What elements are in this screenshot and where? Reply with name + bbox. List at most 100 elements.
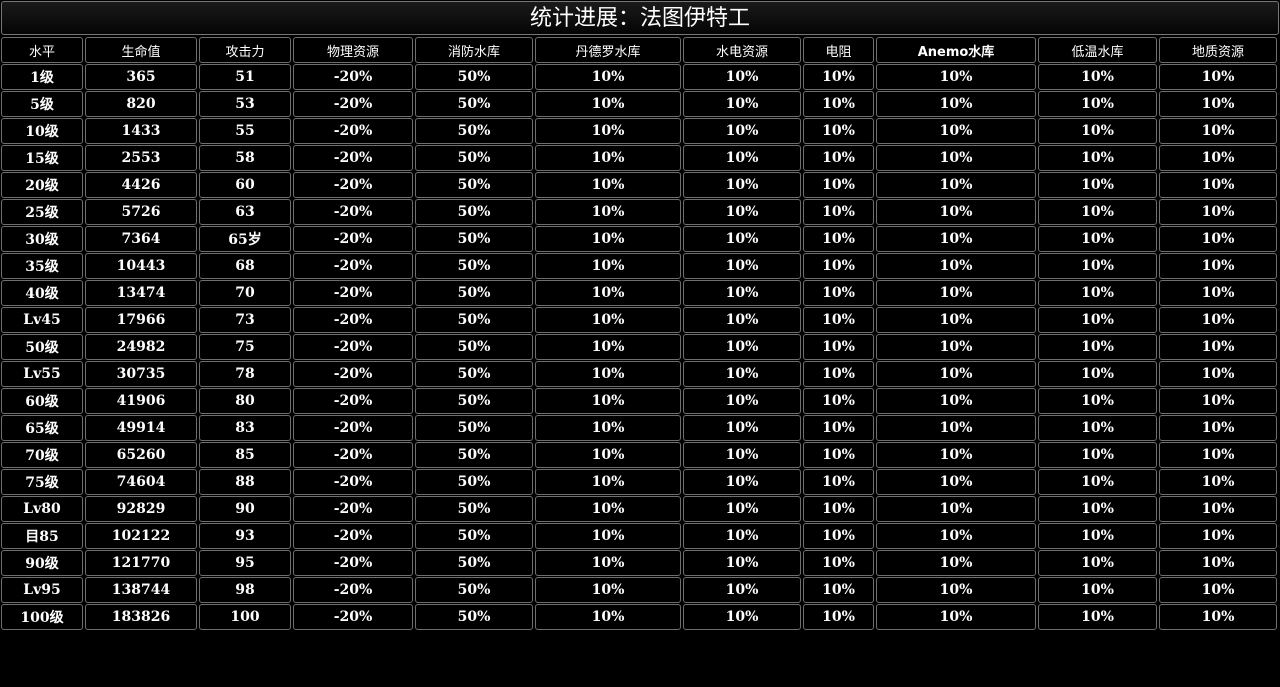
column-header-electro-res: 电阻 bbox=[803, 37, 874, 63]
cell-geo-res: 10% bbox=[1159, 145, 1277, 171]
cell-level: 5级 bbox=[1, 91, 83, 117]
cell-physical-res: -20% bbox=[293, 172, 413, 198]
cell-cryo-res: 10% bbox=[1038, 496, 1157, 522]
cell-pyro-res: 50% bbox=[415, 253, 533, 279]
cell-electro-res: 10% bbox=[803, 253, 874, 279]
table-row: Lv55 30735 78 -20% 50% 10% 10% 10% 10% 10% 10% bbox=[1, 361, 1277, 387]
cell-anemo-res: 10% bbox=[876, 172, 1036, 198]
cell-cryo-res: 10% bbox=[1038, 550, 1157, 576]
cell-anemo-res: 10% bbox=[876, 442, 1036, 468]
cell-cryo-res: 10% bbox=[1038, 523, 1157, 549]
cell-geo-res: 10% bbox=[1159, 199, 1277, 225]
table-row: 50级 24982 75 -20% 50% 10% 10% 10% 10% 10% 10% bbox=[1, 334, 1277, 360]
cell-hydro-res: 10% bbox=[683, 496, 801, 522]
cell-dendro-res: 10% bbox=[535, 199, 681, 225]
table-row: 35级 10443 68 -20% 50% 10% 10% 10% 10% 10% 10% bbox=[1, 253, 1277, 279]
cell-electro-res: 10% bbox=[803, 172, 874, 198]
table-row: 10级 1433 55 -20% 50% 10% 10% 10% 10% 10% 10% bbox=[1, 118, 1277, 144]
cell-hydro-res: 10% bbox=[683, 199, 801, 225]
cell-pyro-res: 50% bbox=[415, 64, 533, 90]
cell-electro-res: 10% bbox=[803, 361, 874, 387]
cell-dendro-res: 10% bbox=[535, 442, 681, 468]
cell-hydro-res: 10% bbox=[683, 145, 801, 171]
cell-atk: 85 bbox=[199, 442, 291, 468]
cell-dendro-res: 10% bbox=[535, 604, 681, 630]
cell-anemo-res: 10% bbox=[876, 307, 1036, 333]
table-row: 20级 4426 60 -20% 50% 10% 10% 10% 10% 10% 10% bbox=[1, 172, 1277, 198]
cell-pyro-res: 50% bbox=[415, 577, 533, 603]
cell-pyro-res: 50% bbox=[415, 442, 533, 468]
cell-physical-res: -20% bbox=[293, 442, 413, 468]
cell-physical-res: -20% bbox=[293, 118, 413, 144]
cell-electro-res: 10% bbox=[803, 199, 874, 225]
cell-physical-res: -20% bbox=[293, 307, 413, 333]
cell-anemo-res: 10% bbox=[876, 253, 1036, 279]
cell-physical-res: -20% bbox=[293, 334, 413, 360]
cell-atk: 55 bbox=[199, 118, 291, 144]
cell-dendro-res: 10% bbox=[535, 550, 681, 576]
cell-pyro-res: 50% bbox=[415, 172, 533, 198]
cell-geo-res: 10% bbox=[1159, 469, 1277, 495]
cell-atk: 80 bbox=[199, 388, 291, 414]
cell-hydro-res: 10% bbox=[683, 523, 801, 549]
cell-pyro-res: 50% bbox=[415, 388, 533, 414]
cell-geo-res: 10% bbox=[1159, 577, 1277, 603]
cell-level: Lv45 bbox=[1, 307, 83, 333]
cell-hydro-res: 10% bbox=[683, 172, 801, 198]
cell-atk: 100 bbox=[199, 604, 291, 630]
cell-pyro-res: 50% bbox=[415, 523, 533, 549]
cell-level: 60级 bbox=[1, 388, 83, 414]
cell-level: 35级 bbox=[1, 253, 83, 279]
cell-level: 50级 bbox=[1, 334, 83, 360]
cell-anemo-res: 10% bbox=[876, 199, 1036, 225]
cell-physical-res: -20% bbox=[293, 226, 413, 252]
cell-level: 100级 bbox=[1, 604, 83, 630]
cell-atk: 83 bbox=[199, 415, 291, 441]
cell-anemo-res: 10% bbox=[876, 469, 1036, 495]
cell-physical-res: -20% bbox=[293, 604, 413, 630]
cell-geo-res: 10% bbox=[1159, 604, 1277, 630]
cell-hp: 138744 bbox=[85, 577, 197, 603]
cell-dendro-res: 10% bbox=[535, 334, 681, 360]
cell-geo-res: 10% bbox=[1159, 550, 1277, 576]
cell-electro-res: 10% bbox=[803, 91, 874, 117]
cell-dendro-res: 10% bbox=[535, 577, 681, 603]
cell-hp: 102122 bbox=[85, 523, 197, 549]
cell-hydro-res: 10% bbox=[683, 280, 801, 306]
cell-physical-res: -20% bbox=[293, 91, 413, 117]
cell-level: Lv80 bbox=[1, 496, 83, 522]
cell-physical-res: -20% bbox=[293, 253, 413, 279]
table-header-row: 水平 生命值 攻击力 物理资源 消防水库 丹德罗水库 水电资源 电阻 Anemo… bbox=[1, 37, 1277, 63]
cell-dendro-res: 10% bbox=[535, 253, 681, 279]
cell-anemo-res: 10% bbox=[876, 523, 1036, 549]
cell-cryo-res: 10% bbox=[1038, 145, 1157, 171]
cell-anemo-res: 10% bbox=[876, 550, 1036, 576]
cell-atk: 98 bbox=[199, 577, 291, 603]
table-row: Lv95 138744 98 -20% 50% 10% 10% 10% 10% 10% 10% bbox=[1, 577, 1277, 603]
cell-physical-res: -20% bbox=[293, 469, 413, 495]
cell-atk: 93 bbox=[199, 523, 291, 549]
cell-cryo-res: 10% bbox=[1038, 388, 1157, 414]
cell-level: 10级 bbox=[1, 118, 83, 144]
cell-dendro-res: 10% bbox=[535, 361, 681, 387]
cell-atk: 70 bbox=[199, 280, 291, 306]
table-row: Lv80 92829 90 -20% 50% 10% 10% 10% 10% 10% 10% bbox=[1, 496, 1277, 522]
cell-hp: 65260 bbox=[85, 442, 197, 468]
cell-dendro-res: 10% bbox=[535, 307, 681, 333]
cell-cryo-res: 10% bbox=[1038, 64, 1157, 90]
cell-hp: 13474 bbox=[85, 280, 197, 306]
stats-table: 水平 生命值 攻击力 物理资源 消防水库 丹德罗水库 水电资源 电阻 Anemo… bbox=[0, 36, 1279, 631]
cell-atk: 65岁 bbox=[199, 226, 291, 252]
cell-level: 65级 bbox=[1, 415, 83, 441]
cell-atk: 51 bbox=[199, 64, 291, 90]
cell-atk: 75 bbox=[199, 334, 291, 360]
cell-electro-res: 10% bbox=[803, 307, 874, 333]
cell-pyro-res: 50% bbox=[415, 199, 533, 225]
cell-level: 15级 bbox=[1, 145, 83, 171]
cell-geo-res: 10% bbox=[1159, 253, 1277, 279]
cell-cryo-res: 10% bbox=[1038, 253, 1157, 279]
cell-pyro-res: 50% bbox=[415, 307, 533, 333]
table-row: 30级 7364 65岁 -20% 50% 10% 10% 10% 10% 10% 10% bbox=[1, 226, 1277, 252]
cell-cryo-res: 10% bbox=[1038, 199, 1157, 225]
cell-electro-res: 10% bbox=[803, 415, 874, 441]
